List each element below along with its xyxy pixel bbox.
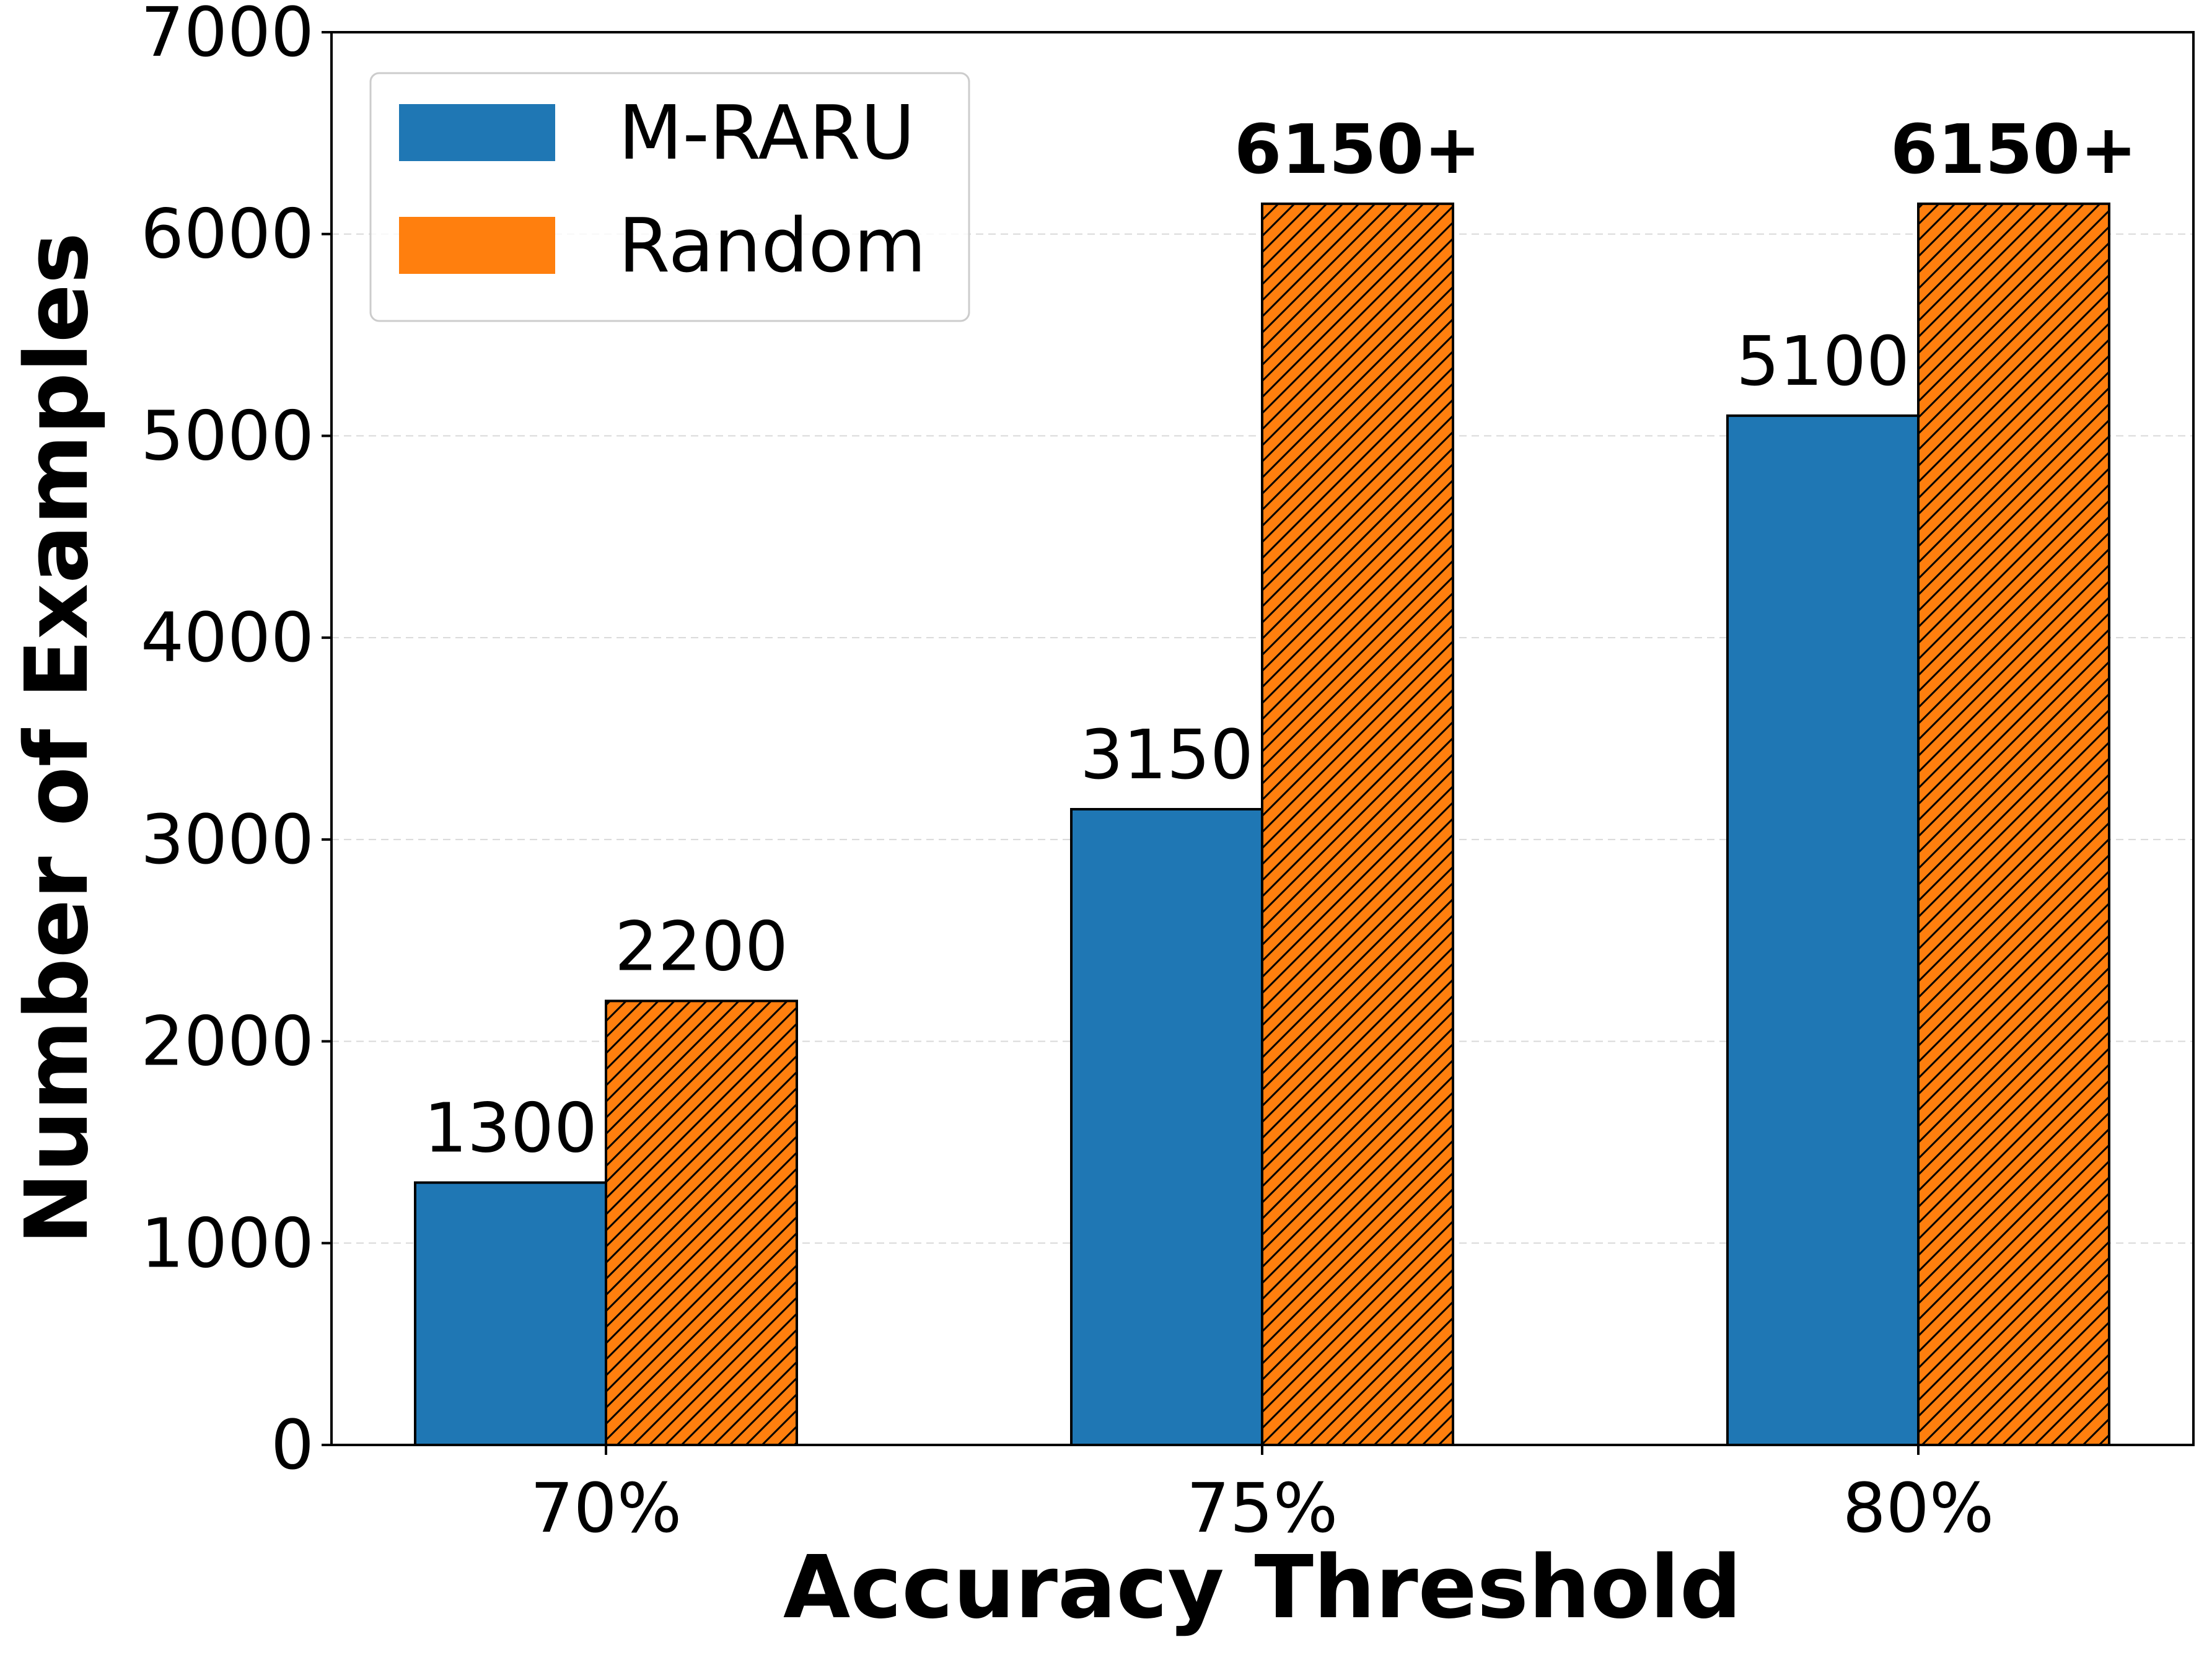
- bar-m-raru: [1070, 808, 1263, 1446]
- data-labels: 1300 2200 3150 6150+ 5100 6150+: [424, 110, 2137, 1168]
- y-tick-label: 7000: [141, 0, 314, 72]
- bar-value-label: 2200: [615, 907, 788, 986]
- legend-label: Random: [618, 203, 926, 289]
- x-axis-title: Accuracy Threshold: [783, 1537, 1742, 1638]
- y-tick-label: 2000: [141, 1002, 314, 1081]
- axis-ticks: 0 1000 2000 3000 4000 5000 6000 7000 70% 75% 80%: [141, 0, 1994, 1548]
- y-axis-title: Number of Examples: [7, 232, 108, 1245]
- bar-value-label: 3150: [1080, 715, 1253, 794]
- x-tick-label: 80%: [1843, 1468, 1995, 1548]
- x-tick-label: 70%: [530, 1468, 682, 1548]
- y-tick-label: 1000: [141, 1203, 314, 1283]
- bar-m-raru: [1726, 414, 1920, 1446]
- legend-label: M-RARU: [618, 90, 915, 177]
- bars: [414, 202, 2110, 1446]
- y-tick-label: 3000: [141, 800, 314, 879]
- bar-m-raru: [414, 1181, 607, 1446]
- legend: M-RARU Random: [369, 72, 970, 322]
- legend-swatch: [399, 217, 555, 274]
- y-tick-label: 6000: [141, 195, 314, 274]
- bar-random: [1261, 202, 1454, 1446]
- x-tick-label: 75%: [1187, 1468, 1338, 1548]
- y-tick-label: 0: [271, 1405, 314, 1485]
- bar-value-label: 6150+: [1890, 110, 2137, 189]
- y-tick-label: 4000: [141, 598, 314, 677]
- bar-value-label: 5100: [1736, 322, 1910, 401]
- legend-swatch: [399, 104, 555, 161]
- bar-value-label: 6150+: [1234, 110, 1481, 189]
- bar-value-label: 1300: [424, 1089, 597, 1168]
- bar-random: [1917, 202, 2110, 1446]
- y-tick-label: 5000: [141, 396, 314, 475]
- bar-random: [605, 999, 798, 1446]
